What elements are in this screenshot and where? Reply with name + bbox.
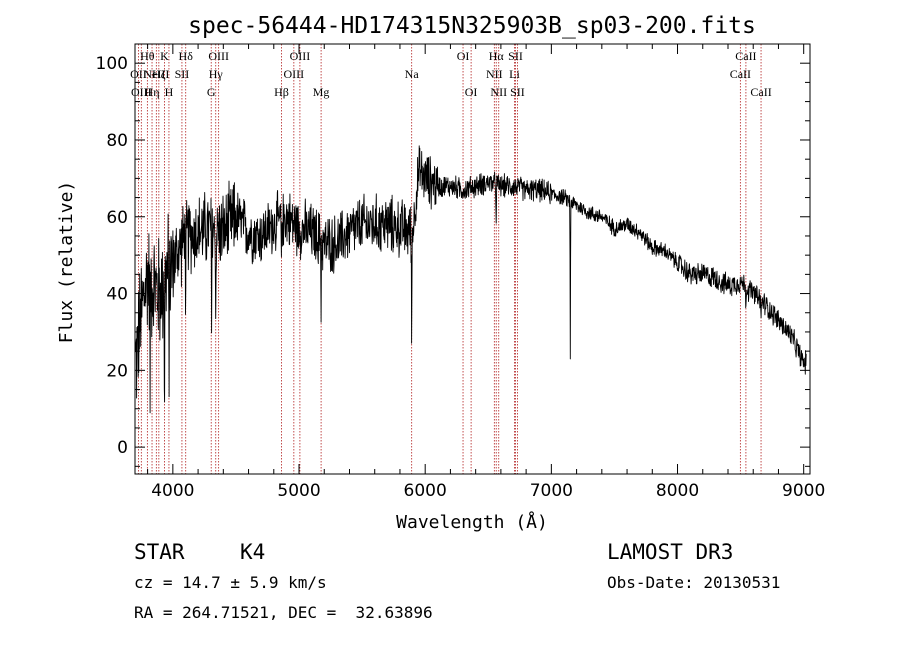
line-label: Hδ (179, 49, 194, 63)
survey-name: LAMOST DR3 (607, 540, 734, 564)
line-label: Na (405, 67, 420, 81)
x-tick-label: 7000 (530, 481, 573, 501)
line-label: NII (486, 67, 503, 81)
axis-ticks: 4000 5000 6000 7000 8000 9000 0 20 40 60 80 100 (96, 43, 825, 501)
line-label: Mg (313, 85, 330, 99)
y-tick-label: 60 (106, 208, 128, 228)
y-tick-label: 100 (96, 54, 128, 74)
line-labels: OIIOIIIHθHηNeIIIHζKHSIIHδGHγOIIIHβOIIIOI… (130, 49, 772, 99)
x-axis-label: Wavelength (Å) (396, 511, 548, 533)
line-label: CaII (750, 85, 771, 99)
line-label: SII (510, 85, 525, 99)
x-tick-label: 9000 (782, 481, 825, 501)
line-label: Hη (145, 85, 160, 99)
y-axis-label: Flux (relative) (56, 181, 77, 344)
obs-date: Obs-Date: 20130531 (607, 573, 781, 592)
x-tick-label: 5000 (277, 481, 320, 501)
line-label: OI (465, 85, 478, 99)
x-tick-label: 8000 (656, 481, 699, 501)
line-label: OI (457, 49, 470, 63)
spectrum-series (135, 145, 807, 414)
plot-frame (134, 43, 811, 475)
line-label: K (160, 49, 169, 63)
x-tick-label: 4000 (151, 481, 194, 501)
line-label: Hζ (152, 67, 166, 81)
spectrum-line (135, 145, 807, 414)
line-label: OIII (131, 85, 152, 99)
chart-title: spec-56444-HD174315N325903B_sp03-200.fit… (188, 13, 756, 39)
x-tick-label: 6000 (404, 481, 447, 501)
line-label: SII (175, 67, 190, 81)
y-tick-label: 20 (106, 361, 128, 381)
line-label: Li (509, 67, 520, 81)
line-label: Hθ (140, 49, 155, 63)
line-label: NII (490, 85, 507, 99)
line-label: Hα (489, 49, 505, 63)
line-label: OIII (290, 49, 311, 63)
line-label: CaII (735, 49, 756, 63)
line-label: OII (130, 67, 147, 81)
line-label: H (165, 85, 174, 99)
y-tick-label: 40 (106, 285, 128, 305)
object-type: STAR (134, 540, 185, 564)
line-label: CaII (730, 67, 751, 81)
line-label: SII (508, 49, 523, 63)
line-label: NeIII (143, 67, 169, 81)
y-tick-label: 80 (106, 131, 128, 151)
y-tick-label: 0 (117, 438, 128, 458)
line-label: Hγ (209, 67, 224, 81)
redshift: cz = 14.7 ± 5.9 km/s (134, 573, 327, 592)
line-label: OIII (208, 49, 229, 63)
line-label: OIII (284, 67, 305, 81)
line-label: Hβ (274, 85, 289, 99)
line-label: G (207, 85, 216, 99)
subclass: K4 (240, 540, 266, 564)
coordinates: RA = 264.71521, DEC = 32.63896 (134, 603, 433, 622)
